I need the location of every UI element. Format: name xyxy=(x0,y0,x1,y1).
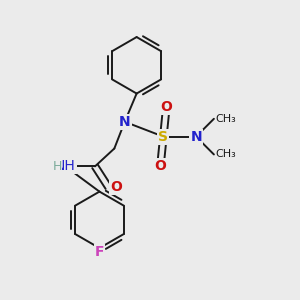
Text: N: N xyxy=(190,130,202,144)
Text: CH₃: CH₃ xyxy=(215,149,236,160)
Text: O: O xyxy=(110,180,122,194)
Text: F: F xyxy=(95,245,104,259)
Text: O: O xyxy=(160,100,172,114)
Text: S: S xyxy=(158,130,168,144)
Text: N: N xyxy=(119,115,130,129)
Text: NH: NH xyxy=(55,159,76,173)
Text: H: H xyxy=(52,160,62,172)
Text: CH₃: CH₃ xyxy=(215,114,236,124)
Text: O: O xyxy=(154,159,166,173)
